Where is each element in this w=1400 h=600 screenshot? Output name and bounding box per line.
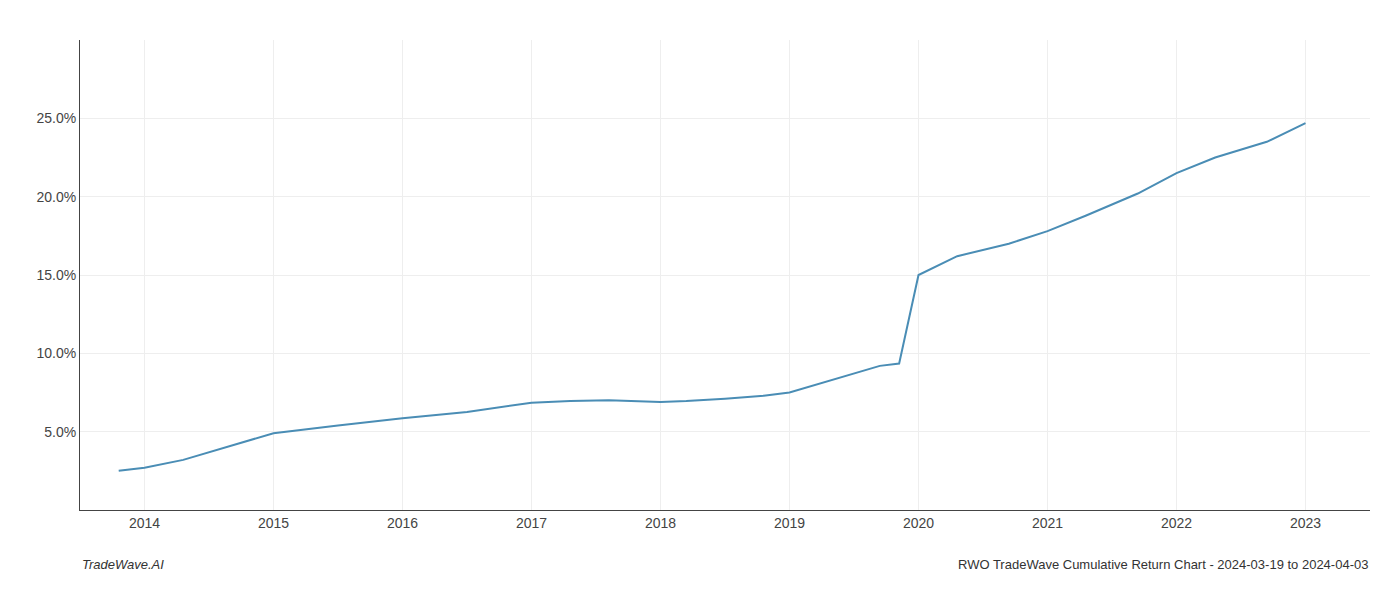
svg-text:2018: 2018 [645, 515, 676, 531]
svg-text:RWO TradeWave Cumulative Retur: RWO TradeWave Cumulative Return Chart - … [958, 557, 1368, 572]
svg-text:2019: 2019 [774, 515, 805, 531]
svg-text:2016: 2016 [387, 515, 418, 531]
svg-text:25.0%: 25.0% [36, 110, 76, 126]
svg-text:2017: 2017 [516, 515, 547, 531]
svg-text:20.0%: 20.0% [36, 189, 76, 205]
svg-text:15.0%: 15.0% [36, 267, 76, 283]
svg-text:2015: 2015 [258, 515, 289, 531]
svg-text:10.0%: 10.0% [36, 345, 76, 361]
svg-text:2020: 2020 [903, 515, 934, 531]
svg-text:2014: 2014 [129, 515, 160, 531]
svg-text:TradeWave.AI: TradeWave.AI [82, 557, 164, 572]
svg-text:2023: 2023 [1290, 515, 1321, 531]
svg-text:5.0%: 5.0% [44, 424, 76, 440]
svg-text:2021: 2021 [1032, 515, 1063, 531]
svg-text:2022: 2022 [1161, 515, 1192, 531]
